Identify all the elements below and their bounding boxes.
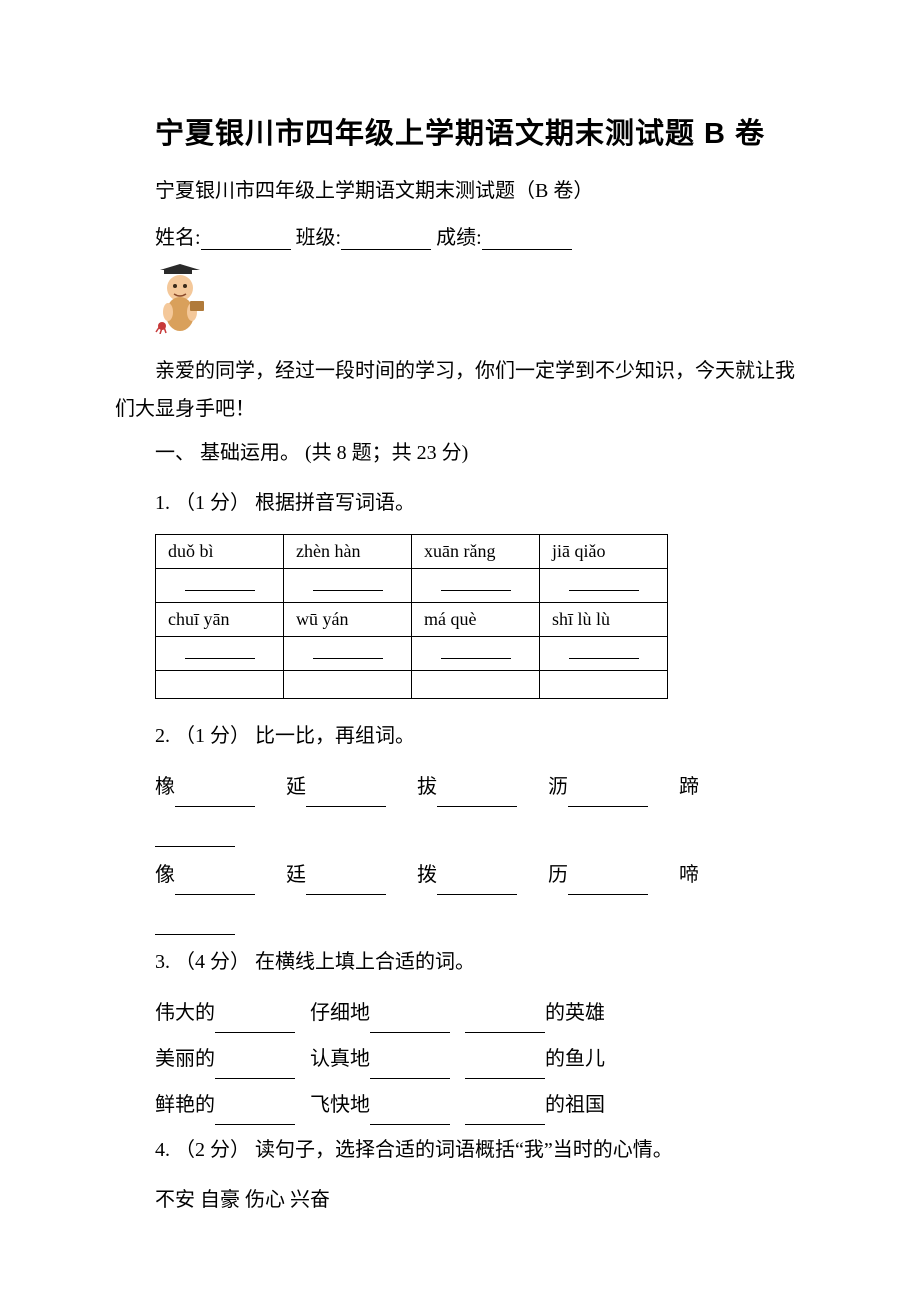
- q3-head: 3. （4 分） 在横线上填上合适的词。: [115, 943, 805, 981]
- q3-line-1: 伟大的 仔细地 的英雄: [115, 993, 805, 1033]
- char-label: 橡: [155, 776, 175, 798]
- word-blank[interactable]: [437, 787, 517, 807]
- fill-blank[interactable]: [465, 1105, 545, 1125]
- q1-head: 1. （1 分） 根据拼音写词语。: [115, 484, 805, 522]
- pinyin-cell: duǒ bì: [156, 535, 284, 569]
- pinyin-cell: jiā qiǎo: [540, 535, 668, 569]
- pinyin-cell: xuān rǎng: [412, 535, 540, 569]
- name-label: 姓名:: [155, 227, 201, 249]
- q3-label: 认真地: [310, 1048, 370, 1070]
- fill-blank[interactable]: [215, 1105, 295, 1125]
- char-label: 历: [548, 864, 568, 886]
- empty-cell: [540, 671, 668, 699]
- q4-head: 4. （2 分） 读句子，选择合适的词语概括“我”当时的心情。: [115, 1131, 805, 1169]
- q3-label: 的鱼儿: [545, 1048, 605, 1070]
- q2-head: 2. （1 分） 比一比，再组词。: [115, 717, 805, 755]
- fill-blank[interactable]: [215, 1013, 295, 1033]
- word-blank[interactable]: [175, 875, 255, 895]
- word-blank[interactable]: [175, 787, 255, 807]
- table-row: [156, 671, 668, 699]
- char-label: 啼: [679, 864, 699, 886]
- score-blank[interactable]: [482, 230, 572, 250]
- answer-cell[interactable]: [156, 637, 284, 671]
- class-label: 班级:: [296, 227, 342, 249]
- word-blank[interactable]: [568, 787, 648, 807]
- q2-row-b: 像 廷 拨 历 啼: [155, 855, 805, 935]
- q3-label: 鲜艳的: [155, 1094, 215, 1116]
- answer-cell[interactable]: [284, 569, 412, 603]
- word-blank[interactable]: [155, 827, 235, 847]
- char-label: 像: [155, 864, 175, 886]
- q3-label: 的英雄: [545, 1002, 605, 1024]
- mascot-icon: [150, 264, 210, 334]
- class-blank[interactable]: [341, 230, 431, 250]
- char-label: 廷: [286, 864, 306, 886]
- answer-cell[interactable]: [540, 637, 668, 671]
- score-label: 成绩:: [436, 227, 482, 249]
- pinyin-cell: má què: [412, 603, 540, 637]
- word-blank[interactable]: [306, 787, 386, 807]
- fill-blank[interactable]: [370, 1105, 450, 1125]
- q3-line-2: 美丽的 认真地 的鱼儿: [115, 1039, 805, 1079]
- page-title: 宁夏银川市四年级上学期语文期末测试题 B 卷: [115, 110, 805, 152]
- pinyin-cell: chuī yān: [156, 603, 284, 637]
- char-label: 拔: [417, 776, 437, 798]
- empty-cell: [284, 671, 412, 699]
- answer-cell[interactable]: [412, 569, 540, 603]
- subtitle: 宁夏银川市四年级上学期语文期末测试题（B 卷）: [115, 174, 805, 203]
- pinyin-cell: shī lù lù: [540, 603, 668, 637]
- char-label: 沥: [548, 776, 568, 798]
- fill-blank[interactable]: [215, 1059, 295, 1079]
- answer-cell[interactable]: [284, 637, 412, 671]
- fill-blank[interactable]: [465, 1059, 545, 1079]
- q2-row-a: 橡 延 拔 沥 蹄: [155, 767, 805, 847]
- empty-cell: [156, 671, 284, 699]
- name-blank[interactable]: [201, 230, 291, 250]
- section-1-head: 一、 基础运用。 (共 8 题；共 23 分): [115, 434, 805, 472]
- fill-blank[interactable]: [465, 1013, 545, 1033]
- word-blank[interactable]: [155, 915, 235, 935]
- char-label: 延: [286, 776, 306, 798]
- answer-cell[interactable]: [540, 569, 668, 603]
- q3-label: 伟大的: [155, 1002, 215, 1024]
- fill-blank[interactable]: [370, 1013, 450, 1033]
- char-label: 拨: [417, 864, 437, 886]
- pinyin-cell: zhèn hàn: [284, 535, 412, 569]
- answer-cell[interactable]: [412, 637, 540, 671]
- q3-label: 的祖国: [545, 1094, 605, 1116]
- char-label: 蹄: [679, 776, 699, 798]
- q3-label: 飞快地: [310, 1094, 370, 1116]
- table-row: [156, 637, 668, 671]
- pinyin-cell: wū yán: [284, 603, 412, 637]
- table-row: chuī yān wū yán má què shī lù lù: [156, 603, 668, 637]
- word-blank[interactable]: [306, 875, 386, 895]
- empty-cell: [412, 671, 540, 699]
- answer-cell[interactable]: [156, 569, 284, 603]
- q3-label: 仔细地: [310, 1002, 370, 1024]
- greeting: 亲爱的同学，经过一段时间的学习，你们一定学到不少知识，今天就让我们大显身手吧！: [115, 352, 805, 428]
- q3-line-3: 鲜艳的 飞快地 的祖国: [115, 1085, 805, 1125]
- word-blank[interactable]: [568, 875, 648, 895]
- page-container: 宁夏银川市四年级上学期语文期末测试题 B 卷 宁夏银川市四年级上学期语文期末测试…: [115, 110, 805, 1219]
- q4-options: 不安 自豪 伤心 兴奋: [115, 1181, 805, 1219]
- table-row: duǒ bì zhèn hàn xuān rǎng jiā qiǎo: [156, 535, 668, 569]
- table-row: [156, 569, 668, 603]
- word-blank[interactable]: [437, 875, 517, 895]
- info-line: 姓名: 班级: 成绩:: [115, 221, 805, 250]
- fill-blank[interactable]: [370, 1059, 450, 1079]
- pinyin-table: duǒ bì zhèn hàn xuān rǎng jiā qiǎo chuī …: [155, 534, 668, 699]
- q3-label: 美丽的: [155, 1048, 215, 1070]
